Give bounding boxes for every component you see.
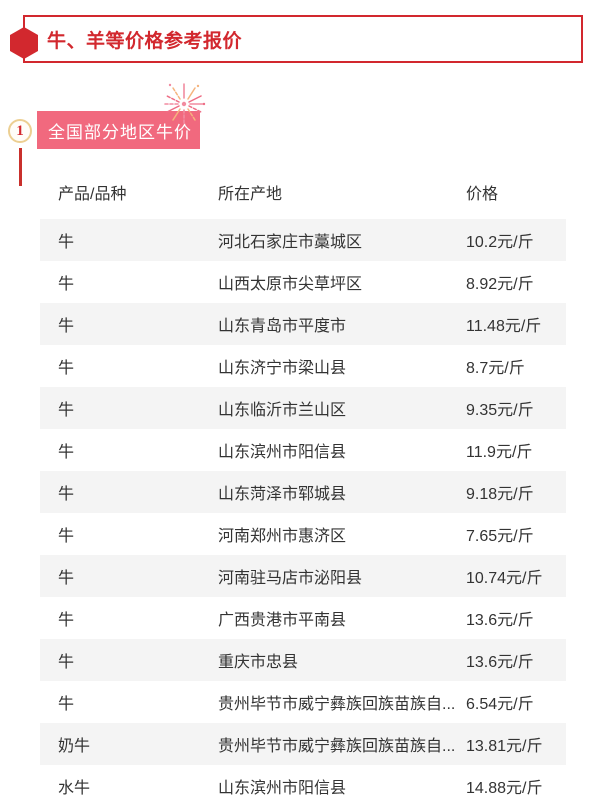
price-cell: 13.81元/斤: [466, 738, 543, 755]
product-cell: 牛: [58, 444, 75, 461]
product-cell: 牛: [58, 570, 75, 587]
origin-cell: 广西贵港市平南县: [218, 612, 347, 629]
table-row: 牛 山东菏泽市郓城县 9.18元/斤: [40, 471, 566, 513]
page-title: 牛、羊等价格参考报价: [47, 30, 243, 52]
table-row: 水牛 山东滨州市阳信县 14.88元/斤: [40, 765, 566, 807]
section-number-badge: 1: [8, 119, 32, 143]
price-cell: 10.74元/斤: [466, 570, 543, 587]
table-row: 牛 山东滨州市阳信县 11.9元/斤: [40, 429, 566, 471]
origin-cell: 贵州毕节市威宁彝族回族苗族自...: [218, 696, 456, 713]
price-cell: 8.7元/斤: [466, 360, 525, 377]
product-cell: 水牛: [58, 780, 91, 797]
column-header-product: 产品/品种: [58, 186, 127, 203]
origin-cell: 河北石家庄市藁城区: [218, 234, 363, 251]
price-cell: 7.65元/斤: [466, 528, 534, 545]
price-cell: 8.92元/斤: [466, 276, 534, 293]
price-cell: 11.48元/斤: [466, 318, 542, 335]
origin-cell: 河南驻马店市泌阳县: [218, 570, 363, 587]
table-row: 奶牛 贵州毕节市威宁彝族回族苗族自... 13.81元/斤: [40, 723, 566, 765]
product-cell: 牛: [58, 528, 75, 545]
table-row: 牛 山东青岛市平度市 11.48元/斤: [40, 303, 566, 345]
column-header-price: 价格: [466, 186, 499, 203]
table-row: 牛 河南驻马店市泌阳县 10.74元/斤: [40, 555, 566, 597]
section-label: 全国部分地区牛价: [37, 111, 200, 149]
table-row: 牛 山东济宁市梁山县 8.7元/斤: [40, 345, 566, 387]
section-header-box: 牛、羊等价格参考报价: [23, 15, 583, 63]
table-row: 牛 山东临沂市兰山区 9.35元/斤: [40, 387, 566, 429]
table-body: 牛 河北石家庄市藁城区 10.2元/斤 牛 山西太原市尖草坪区 8.92元/斤 …: [40, 219, 566, 807]
table-row: 牛 山西太原市尖草坪区 8.92元/斤: [40, 261, 566, 303]
origin-cell: 贵州毕节市威宁彝族回族苗族自...: [218, 738, 456, 755]
product-cell: 牛: [58, 234, 75, 251]
origin-cell: 山东滨州市阳信县: [218, 444, 347, 461]
product-cell: 牛: [58, 318, 75, 335]
price-cell: 6.54元/斤: [466, 696, 534, 713]
origin-cell: 山东青岛市平度市: [218, 318, 347, 335]
product-cell: 牛: [58, 654, 75, 671]
origin-cell: 河南郑州市惠济区: [218, 528, 347, 545]
product-cell: 牛: [58, 402, 75, 419]
price-cell: 13.6元/斤: [466, 612, 534, 629]
product-cell: 牛: [58, 276, 75, 293]
product-cell: 牛: [58, 612, 75, 629]
origin-cell: 山东滨州市阳信县: [218, 780, 347, 797]
origin-cell: 山西太原市尖草坪区: [218, 276, 363, 293]
price-cell: 9.18元/斤: [466, 486, 534, 503]
product-cell: 奶牛: [58, 738, 91, 755]
price-table: 产品/品种 所在产地 价格 牛 河北石家庄市藁城区 10.2元/斤 牛 山西太原…: [40, 165, 566, 807]
origin-cell: 山东菏泽市郓城县: [218, 486, 347, 503]
product-cell: 牛: [58, 360, 75, 377]
column-header-origin: 所在产地: [218, 186, 283, 203]
origin-cell: 山东济宁市梁山县: [218, 360, 347, 377]
table-row: 牛 重庆市忠县 13.6元/斤: [40, 639, 566, 681]
price-cell: 11.9元/斤: [466, 444, 533, 461]
table-row: 牛 河南郑州市惠济区 7.65元/斤: [40, 513, 566, 555]
price-cell: 10.2元/斤: [466, 234, 534, 251]
origin-cell: 重庆市忠县: [218, 654, 299, 671]
firework-icon: [158, 78, 210, 130]
price-cell: 13.6元/斤: [466, 654, 534, 671]
table-row: 牛 广西贵港市平南县 13.6元/斤: [40, 597, 566, 639]
table-row: 牛 河北石家庄市藁城区 10.2元/斤: [40, 219, 566, 261]
table-row: 牛 贵州毕节市威宁彝族回族苗族自... 6.54元/斤: [40, 681, 566, 723]
table-header-row: 产品/品种 所在产地 价格: [40, 165, 566, 219]
price-cell: 14.88元/斤: [466, 780, 543, 797]
product-cell: 牛: [58, 486, 75, 503]
origin-cell: 山东临沂市兰山区: [218, 402, 347, 419]
hexagon-icon: [9, 26, 39, 60]
vertical-divider: [19, 148, 22, 186]
price-cell: 9.35元/斤: [466, 402, 534, 419]
product-cell: 牛: [58, 696, 75, 713]
